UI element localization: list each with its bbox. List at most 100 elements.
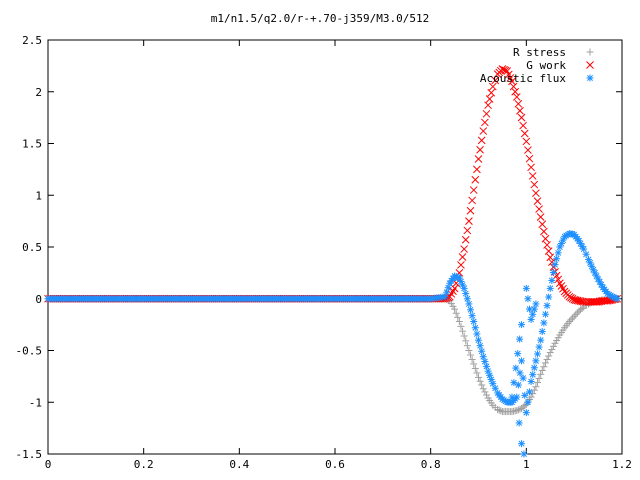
data-point [540, 227, 548, 236]
data-point [570, 295, 579, 304]
data-point [485, 95, 494, 103]
data-point [482, 362, 490, 370]
x-tick-label: 1.2 [612, 458, 632, 471]
data-point [516, 369, 524, 377]
data-point [476, 377, 484, 385]
data-point [524, 146, 532, 154]
data-point [509, 82, 518, 91]
data-point [463, 342, 471, 350]
data-point [594, 298, 602, 306]
data-point [513, 407, 521, 415]
data-point [527, 393, 535, 401]
x-tick-label: 0.6 [325, 458, 345, 471]
data-point [573, 309, 581, 317]
legend-marker [586, 48, 594, 56]
data-point [470, 360, 478, 368]
data-point [487, 88, 496, 97]
data-point [548, 276, 556, 284]
data-point [543, 241, 551, 249]
data-point [462, 290, 470, 298]
data-point [514, 99, 523, 108]
plot-series [44, 65, 622, 458]
data-point [538, 220, 547, 229]
data-point [570, 312, 578, 320]
data-point [463, 226, 472, 235]
data-point [519, 121, 527, 130]
data-point [491, 76, 500, 85]
data-point [478, 347, 486, 355]
data-point [489, 380, 497, 388]
data-point [554, 249, 562, 257]
data-point [535, 374, 543, 382]
data-point [549, 269, 557, 277]
data-point [530, 180, 539, 189]
data-point [565, 318, 573, 326]
data-point [525, 154, 534, 163]
data-point [551, 261, 559, 269]
data-point [516, 335, 524, 343]
data-point [545, 293, 553, 301]
data-point [481, 118, 489, 127]
data-point [530, 386, 538, 394]
y-tick-label: 1 [35, 189, 42, 202]
data-point [592, 272, 600, 280]
data-point [474, 155, 483, 163]
data-point [521, 402, 529, 410]
data-point [476, 342, 484, 350]
data-point [535, 343, 543, 351]
data-point [571, 296, 580, 304]
data-point [537, 370, 545, 378]
y-tick-label: 2 [35, 86, 42, 99]
data-point [529, 310, 537, 318]
data-point [532, 300, 540, 308]
data-point [495, 406, 503, 414]
data-point [544, 247, 553, 255]
data-point [532, 383, 540, 391]
data-point [530, 364, 538, 372]
data-point [494, 405, 502, 413]
data-point [549, 342, 557, 350]
data-point [457, 322, 465, 330]
legend-marker [586, 61, 594, 69]
data-point [481, 358, 489, 366]
data-point [468, 196, 476, 205]
data-point [575, 296, 583, 305]
data-point [518, 440, 526, 448]
data-point [459, 327, 467, 335]
data-point [521, 391, 529, 399]
data-point [452, 309, 460, 317]
data-point [528, 172, 537, 180]
data-point [468, 355, 476, 363]
data-point [471, 324, 479, 332]
data-point [540, 319, 548, 327]
data-point [529, 371, 537, 379]
data-point [543, 302, 551, 310]
data-point [476, 145, 484, 154]
data-point [477, 136, 486, 145]
data-point [553, 255, 561, 263]
data-point [569, 314, 577, 322]
data-point [455, 318, 463, 326]
data-point [536, 213, 545, 221]
x-tick-label: 1 [523, 458, 530, 471]
data-point [537, 336, 545, 344]
legend-label: G work [526, 59, 566, 72]
data-point [515, 419, 523, 427]
data-point [470, 318, 478, 326]
data-point [543, 355, 551, 363]
data-point [538, 367, 546, 375]
data-point [481, 388, 489, 396]
data-point [535, 205, 543, 213]
data-point [518, 321, 526, 329]
data-point [491, 384, 499, 392]
data-point [447, 277, 455, 285]
data-point [520, 129, 529, 138]
data-point [465, 300, 473, 308]
data-point [512, 364, 520, 372]
data-point [514, 406, 522, 414]
data-point [522, 409, 530, 417]
data-point [450, 284, 459, 293]
data-point [541, 310, 549, 318]
data-point [546, 349, 554, 357]
